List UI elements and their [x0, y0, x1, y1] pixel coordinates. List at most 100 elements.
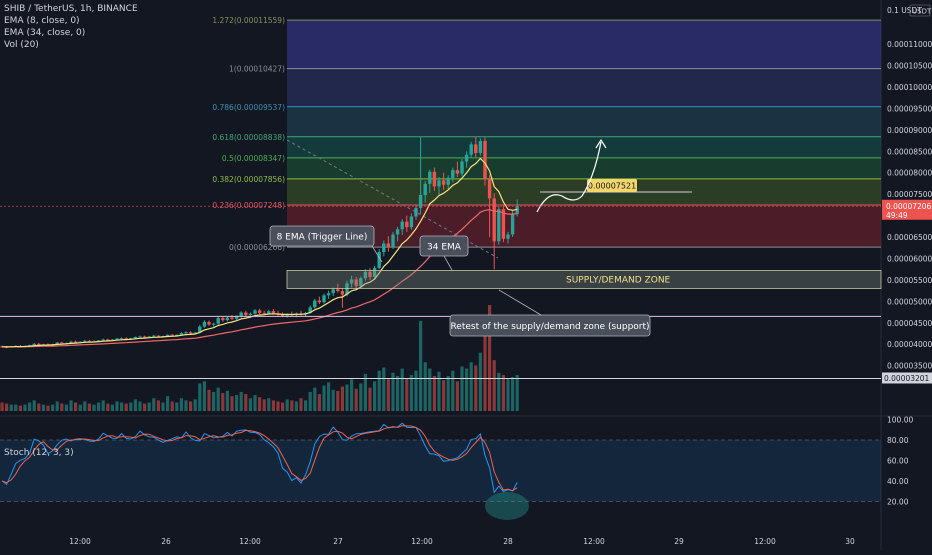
volume-bar: [460, 366, 464, 411]
candle: [83, 340, 87, 342]
candle: [483, 140, 487, 180]
time-tick-label: 12:00: [239, 537, 261, 546]
retest-callout-text: Retest of the supply/demand zone (suppor…: [450, 322, 649, 332]
candle: [395, 229, 400, 235]
price-tick-label: 0.00004500: [887, 319, 932, 328]
candle: [409, 216, 414, 228]
candle: [437, 180, 441, 187]
candle: [271, 311, 276, 314]
volume-bar: [483, 334, 487, 411]
candle: [515, 206, 519, 214]
volume-bar: [262, 399, 266, 411]
candle: [331, 289, 335, 294]
stoch-legend: Stoch (12, 3, 3): [4, 448, 74, 458]
candle: [359, 278, 363, 286]
supply-demand-zone: [286, 270, 882, 289]
candle: [428, 171, 432, 184]
time-tick-label: 27: [333, 537, 343, 546]
volume-bar: [55, 401, 59, 411]
volume-bar: [244, 394, 248, 411]
volume-bar: [78, 404, 82, 411]
candle: [336, 289, 340, 292]
volume-bar: [469, 362, 473, 411]
current-price-text: 0.00007206: [886, 202, 932, 211]
candle: [170, 334, 174, 336]
candle: [414, 207, 418, 217]
candle: [225, 317, 230, 321]
volume-bar: [506, 379, 510, 411]
candle: [188, 332, 193, 334]
volume-bar: [304, 400, 308, 411]
volume-bar: [501, 374, 505, 411]
time-tick-label: 12:00: [69, 537, 91, 546]
candle: [87, 340, 92, 342]
candle: [313, 300, 317, 308]
retest-callout: [449, 314, 651, 337]
candle: [193, 332, 197, 334]
volume-bar: [446, 376, 450, 411]
volume-bar: [437, 371, 441, 411]
fib-label: 0.382(0.00007856): [212, 175, 285, 184]
volume-bar: [221, 392, 225, 411]
volume-bar: [327, 382, 331, 411]
volume-bar: [414, 370, 418, 411]
candle: [308, 307, 312, 313]
candle: [267, 311, 271, 314]
volume-bar: [276, 401, 280, 411]
candle: [152, 335, 156, 337]
candle: [446, 177, 450, 185]
price-tick-label: 0.00005500: [887, 276, 932, 285]
volume-bar: [492, 360, 496, 411]
volume-bar: [156, 400, 160, 411]
volume-bar: [432, 376, 436, 411]
volume-bar: [193, 399, 197, 411]
price-tick-label: 0.00010000: [887, 83, 932, 92]
volume-bar: [340, 386, 344, 411]
fib-label: 0(0.00006266): [229, 243, 285, 252]
candle: [221, 318, 225, 321]
stoch-tick-label: 100.00: [887, 416, 913, 425]
candle: [230, 317, 234, 319]
volume-bar: [175, 402, 179, 411]
volume-bar: [299, 398, 303, 411]
candle: [368, 271, 372, 277]
volume-bar: [313, 387, 317, 411]
candle: [464, 154, 469, 162]
candle: [96, 340, 101, 342]
price-tick-label: 0.00006000: [887, 254, 932, 263]
fib-label: 1(0.00010427): [229, 65, 285, 74]
volume-bar: [386, 379, 390, 411]
volume-bar: [400, 368, 404, 411]
candle: [262, 312, 266, 314]
volume-bar: [322, 385, 326, 411]
fib-band: [287, 106, 881, 137]
candle: [211, 323, 216, 325]
ema8-line: [1, 157, 518, 348]
stoch-tick-label: 60.00: [887, 457, 909, 466]
volume-bar: [267, 398, 271, 411]
candle: [285, 314, 289, 316]
candle: [501, 209, 506, 239]
volume-bar: [179, 398, 183, 411]
volume-bar: [248, 398, 252, 411]
price-tick-label: 0.00008500: [887, 147, 932, 156]
ema34-legend: EMA (34, close, 0): [4, 28, 86, 38]
volume-bar: [216, 387, 220, 411]
candle: [110, 339, 115, 341]
volume-bar: [170, 401, 174, 411]
ema8-callout-text: 8 EMA (Trigger Line): [277, 233, 368, 243]
price-tick-label: 0.00003500: [887, 362, 932, 371]
price-tick-label: 0.00010500: [887, 62, 932, 71]
candle: [492, 198, 496, 242]
volume-bar: [51, 404, 55, 411]
candle: [340, 291, 345, 295]
volume-bar: [60, 403, 64, 411]
target-price-text: 0.00007521: [588, 182, 636, 191]
volume-bar: [133, 399, 137, 411]
candle: [165, 334, 170, 337]
price-tick-label: 0.00008000: [887, 169, 932, 178]
fib-band: [287, 136, 881, 158]
candle: [133, 336, 138, 339]
